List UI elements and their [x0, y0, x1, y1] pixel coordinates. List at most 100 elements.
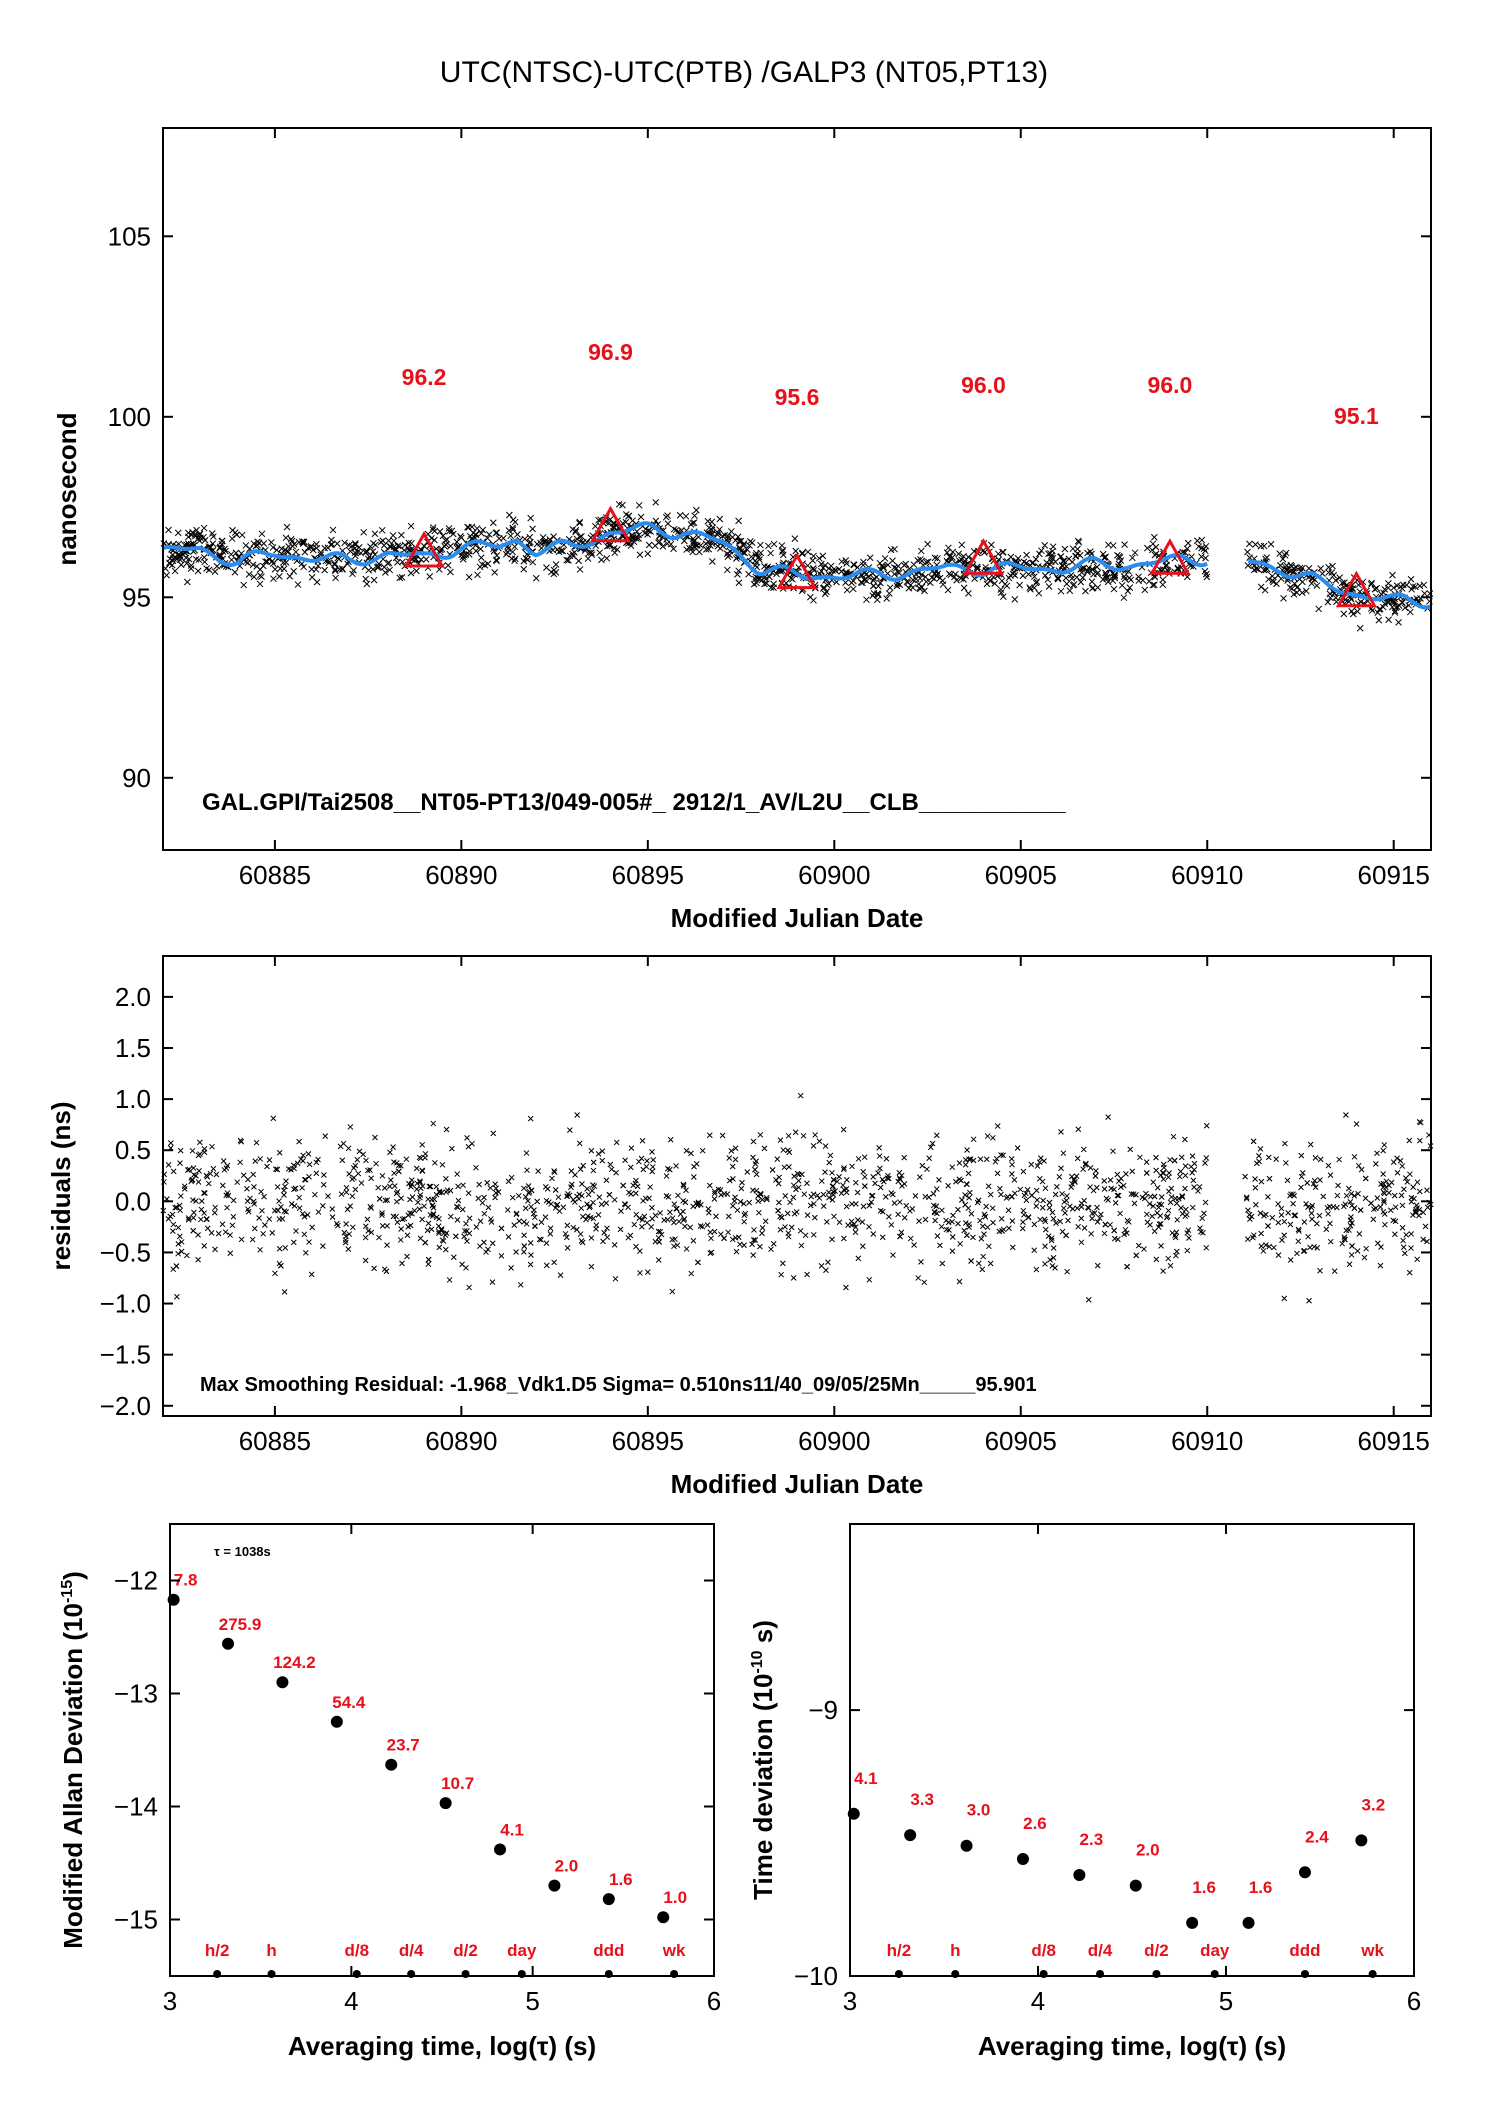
top-panel: 96.296.995.6 96.0 96.095.1 60885 60890 60895…	[52, 127, 1434, 933]
residual-point	[393, 1213, 400, 1220]
residual-point	[680, 1183, 687, 1189]
data-point	[767, 584, 775, 591]
residual-point	[1399, 1202, 1406, 1209]
data-point	[473, 525, 481, 532]
triangle-marker	[776, 552, 818, 590]
data-point	[945, 544, 952, 552]
residual-point	[436, 1189, 443, 1196]
residual-point	[209, 1143, 215, 1150]
residual-point	[936, 1176, 942, 1183]
residual-point	[1408, 1231, 1415, 1237]
residual-point	[695, 1259, 701, 1266]
residual-point	[1301, 1219, 1308, 1225]
data-point	[529, 558, 537, 566]
residual-point	[1309, 1216, 1315, 1223]
residual-point	[579, 1181, 585, 1187]
residual-point	[244, 1185, 250, 1192]
residual-point	[210, 1165, 217, 1172]
data-point	[595, 516, 602, 524]
residual-point	[379, 1210, 385, 1216]
residual-point	[274, 1166, 281, 1173]
residual-point	[256, 1215, 262, 1221]
residual-point	[360, 1151, 367, 1158]
residual-point	[649, 1215, 656, 1222]
residual-point	[422, 1239, 429, 1246]
residual-point	[965, 1170, 972, 1177]
residual-point	[535, 1168, 541, 1174]
residual-point	[822, 1169, 828, 1176]
residual-point	[1028, 1161, 1035, 1168]
residual-point	[259, 1207, 265, 1214]
data-point	[377, 538, 385, 546]
triangle-marker	[962, 538, 1005, 575]
residual-point	[1042, 1243, 1048, 1250]
data-point	[863, 577, 871, 585]
data-point	[770, 580, 778, 588]
residual-point	[490, 1130, 497, 1137]
data-point	[1115, 560, 1123, 568]
residual-point	[797, 1227, 804, 1234]
residual-point	[866, 1276, 873, 1283]
residual-point	[1173, 1252, 1179, 1259]
data-point	[1252, 541, 1259, 548]
residual-point	[826, 1159, 833, 1166]
data-point	[697, 542, 704, 549]
residual-point	[185, 1216, 192, 1223]
residual-point	[1061, 1199, 1068, 1205]
residual-point	[680, 1181, 687, 1188]
residual-point	[761, 1145, 768, 1152]
data-point	[832, 567, 839, 574]
residual-point	[1309, 1202, 1316, 1209]
data-point	[1416, 582, 1424, 590]
residual-point	[956, 1278, 963, 1285]
residual-point	[730, 1202, 736, 1209]
residual-point	[189, 1197, 196, 1203]
residual-point	[840, 1166, 847, 1173]
residual-point	[1049, 1209, 1056, 1216]
residual-point	[527, 1240, 534, 1246]
residual-point	[861, 1174, 868, 1180]
data-point	[321, 566, 329, 574]
top-y-axis-label: nanosecond	[52, 412, 82, 565]
residual-point	[977, 1217, 983, 1224]
data-point	[1041, 572, 1049, 579]
residual-point	[277, 1262, 284, 1269]
residual-point	[1059, 1190, 1065, 1197]
residual-point	[792, 1129, 799, 1136]
residual-point	[603, 1200, 610, 1206]
data-point	[396, 574, 404, 582]
residual-point	[775, 1180, 782, 1187]
residual-point	[1045, 1233, 1052, 1240]
residual-point	[521, 1232, 527, 1239]
residual-point	[1348, 1214, 1354, 1220]
residual-point	[1042, 1226, 1049, 1233]
residual-point	[1046, 1204, 1053, 1211]
residual-point	[1108, 1185, 1114, 1192]
residual-point	[1320, 1193, 1327, 1200]
data-point	[292, 548, 300, 556]
x-tick-label: 60900	[798, 1426, 870, 1456]
data-point	[1115, 553, 1123, 560]
residual-point	[956, 1160, 963, 1166]
data-point	[1151, 551, 1159, 559]
data-point	[880, 564, 888, 571]
data-point	[282, 534, 290, 542]
y-tick-label: −9	[808, 1695, 838, 1725]
data-point	[1183, 545, 1191, 553]
residual-point	[888, 1190, 895, 1196]
residual-point	[790, 1182, 797, 1189]
residual-point	[1020, 1168, 1027, 1175]
residual-point	[1105, 1197, 1111, 1203]
residual-point	[249, 1236, 256, 1243]
residual-point	[1414, 1256, 1421, 1263]
residual-point	[460, 1182, 466, 1189]
data-point	[1099, 576, 1107, 583]
residual-point	[473, 1164, 479, 1171]
data-point	[1298, 589, 1306, 597]
top-x-axis-label: Modified Julian Date	[671, 903, 924, 933]
residual-point	[1336, 1156, 1343, 1163]
data-point	[1159, 576, 1167, 584]
residual-point	[1317, 1156, 1324, 1163]
residual-point	[379, 1223, 386, 1229]
data-point	[385, 537, 392, 545]
